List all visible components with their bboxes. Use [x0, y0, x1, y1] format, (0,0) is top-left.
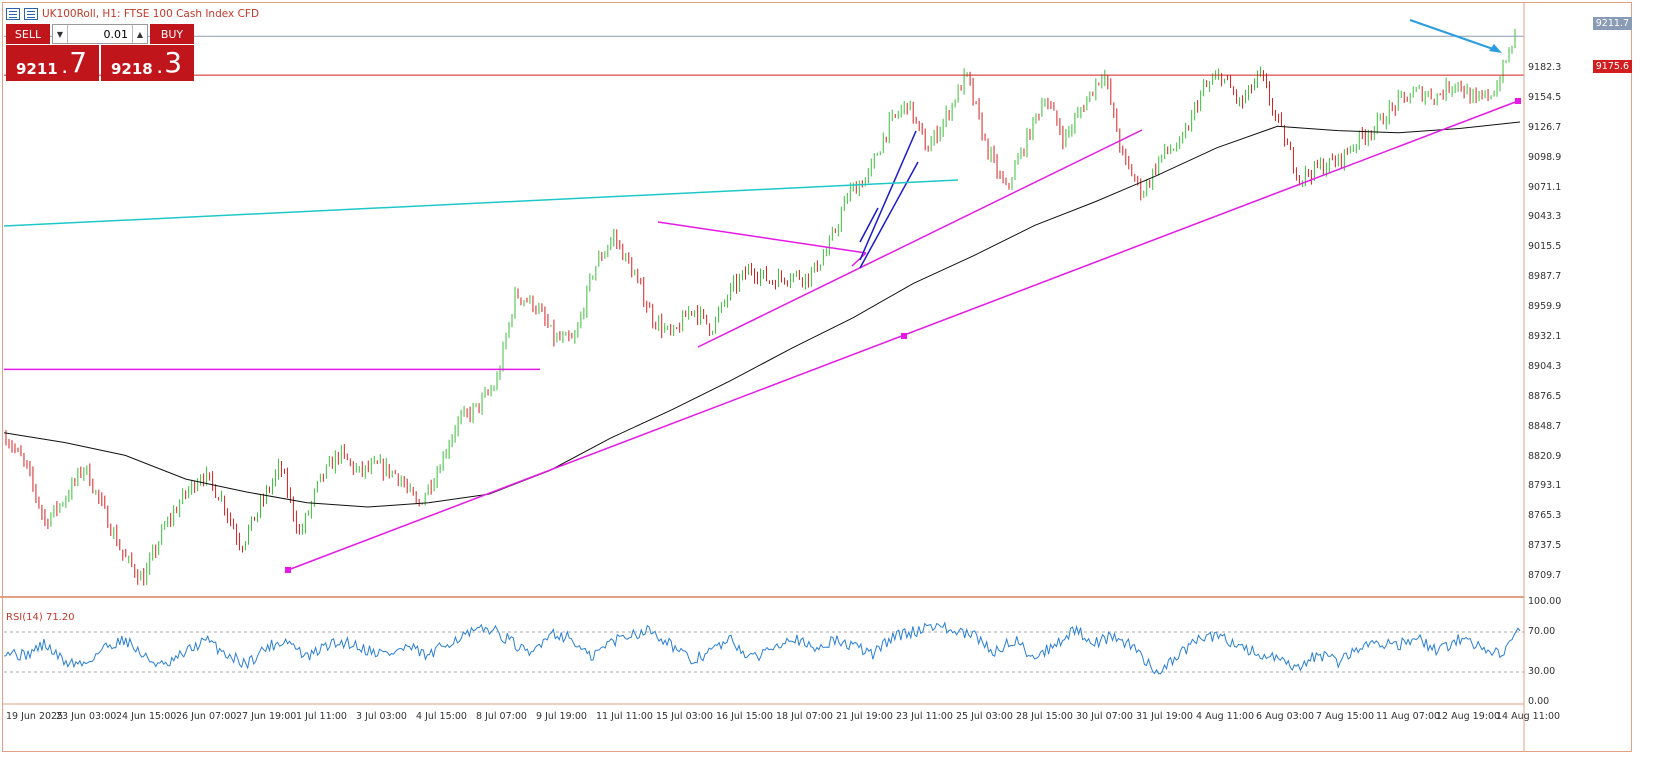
rsi-indicator-label: RSI(14) 71.20 [6, 612, 75, 623]
price-axis-tick-label: 9182.3 [1528, 61, 1562, 73]
current-price-tag: 9211.7 [1592, 17, 1632, 30]
time-axis-tick-label: 14 Aug 11:00 [1496, 711, 1561, 722]
rsi-axis-tick-label: 30.00 [1528, 666, 1556, 677]
price-axis-tick-label: 9043.3 [1528, 211, 1562, 223]
rsi-axis-tick-label: 100.00 [1528, 596, 1562, 607]
time-axis-tick-label: 9 Jul 19:00 [536, 711, 587, 722]
time-axis-tick-label: 8 Jul 07:00 [476, 711, 527, 722]
time-axis-tick-label: 4 Jul 15:00 [416, 711, 467, 722]
time-axis-tick-label: 15 Jul 03:00 [656, 711, 713, 722]
time-axis-tick-label: 4 Aug 11:00 [1196, 711, 1255, 722]
mid-trendline [697, 129, 1143, 348]
time-axis-tick-label: 30 Jul 07:00 [1076, 711, 1133, 722]
arrow-head-icon [1489, 44, 1502, 53]
time-axis-tick-label: 11 Jul 11:00 [596, 711, 653, 722]
chart-title-bar: UK100Roll, H1: FTSE 100 Cash Index CFD [6, 6, 259, 22]
price-axis-tick-label: 8820.9 [1528, 450, 1562, 462]
lot-size-value[interactable]: 0.01 [103, 27, 129, 41]
sell-price-main: 9211 [16, 60, 58, 78]
price-axis-tick-label: 8765.3 [1528, 510, 1562, 522]
price-axis-tick-label: 9015.5 [1528, 241, 1562, 253]
moving-average-line [3, 121, 1521, 508]
rsi-axis-tick-label: 70.00 [1528, 626, 1556, 637]
time-axis-tick-label: 31 Jul 19:00 [1136, 711, 1193, 722]
channel-mid-line [859, 207, 879, 243]
red-level-tag: 9175.6 [1592, 60, 1632, 73]
price-axis-tick-label: 9154.5 [1528, 91, 1562, 103]
time-axis-tick-label: 1 Jul 11:00 [296, 711, 347, 722]
trendline-anchor [285, 567, 291, 573]
one-click-trading-panel: SELL ▼ 0.01 ▲ BUY 9211 .7 9218 .3 [6, 24, 194, 81]
price-axis-tick-label: 8848.7 [1528, 420, 1562, 432]
time-axis-tick-label: 27 Jun 19:00 [236, 711, 297, 722]
lot-increase-icon[interactable]: ▲ [132, 25, 147, 43]
price-axis-tick-label: 8904.3 [1528, 360, 1562, 372]
time-axis-tick-label: 18 Jul 07:00 [776, 711, 833, 722]
triangle-top-line [657, 221, 867, 254]
chart-window-icon [6, 8, 20, 20]
price-axis-tick-label: 8959.9 [1528, 301, 1562, 313]
price-axis-tick-label: 9126.7 [1528, 121, 1562, 133]
trendline-anchor [1515, 98, 1521, 104]
drawing-objects-layer [3, 19, 1524, 573]
time-axis-tick-label: 19 Jun 2025 [6, 711, 64, 722]
price-axis-tick-label: 8709.7 [1528, 570, 1562, 582]
buy-price-main: 9218 [111, 60, 153, 78]
time-axis-tick-label: 25 Jul 03:00 [956, 711, 1013, 722]
rsi-layer [0, 596, 1524, 675]
price-axis-tick-label: 8737.5 [1528, 540, 1562, 552]
price-axis-tick-label: 9071.1 [1528, 181, 1562, 193]
sell-button[interactable]: SELL [6, 24, 50, 44]
time-axis-tick-label: 26 Jun 07:00 [176, 711, 237, 722]
chart-list-icon [24, 8, 38, 20]
time-axis-tick-label: 21 Jul 19:00 [836, 711, 893, 722]
chart-title: UK100Roll, H1: FTSE 100 Cash Index CFD [42, 8, 260, 20]
time-axis-tick-label: 3 Jul 03:00 [356, 711, 407, 722]
price-axis-tick-label: 8932.1 [1528, 331, 1562, 342]
price-axis-tick-label: 8793.1 [1528, 480, 1562, 492]
time-axis-tick-label: 23 Jun 03:00 [56, 711, 117, 722]
time-axis-tick-label: 12 Aug 19:00 [1436, 711, 1501, 722]
time-axis-tick-label: 16 Jul 15:00 [716, 711, 773, 722]
triangle-apex-line [851, 252, 867, 267]
time-axis-tick-label: 23 Jul 11:00 [896, 711, 953, 722]
rsi-line [3, 621, 1521, 675]
time-axis-tick-label: 24 Jun 15:00 [116, 711, 177, 722]
axis-layer [2, 2, 1525, 752]
time-axis-tick-label: 6 Aug 03:00 [1256, 711, 1315, 722]
channel-lower-line [859, 161, 919, 269]
arrow-line [1409, 19, 1497, 51]
moving-average-layer [3, 121, 1521, 508]
lot-decrease-icon[interactable]: ▼ [53, 25, 68, 43]
sell-price-button[interactable]: 9211 .7 [6, 45, 99, 81]
price-axis-tick-label: 9098.9 [1528, 151, 1562, 163]
time-axis-tick-label: 28 Jul 15:00 [1016, 711, 1073, 722]
price-axis-tick-label: 8987.7 [1528, 271, 1562, 283]
buy-price-button[interactable]: 9218 .3 [101, 45, 194, 81]
candles-layer [5, 28, 1516, 586]
buy-button[interactable]: BUY [150, 24, 194, 44]
price-axis-tick-label: 8876.5 [1528, 390, 1562, 402]
rsi-axis-tick-label: 0.00 [1528, 696, 1550, 707]
channel-upper-line [859, 130, 917, 261]
lot-size-field[interactable]: ▼ 0.01 ▲ [52, 24, 148, 44]
cyan-trendline [3, 179, 959, 227]
time-axis-tick-label: 7 Aug 15:00 [1316, 711, 1375, 722]
buy-price-big-digit: 3 [164, 46, 183, 79]
trendline-anchor [901, 333, 907, 339]
sell-price-big-digit: 7 [69, 46, 88, 79]
time-axis-tick-label: 11 Aug 07:00 [1376, 711, 1441, 722]
